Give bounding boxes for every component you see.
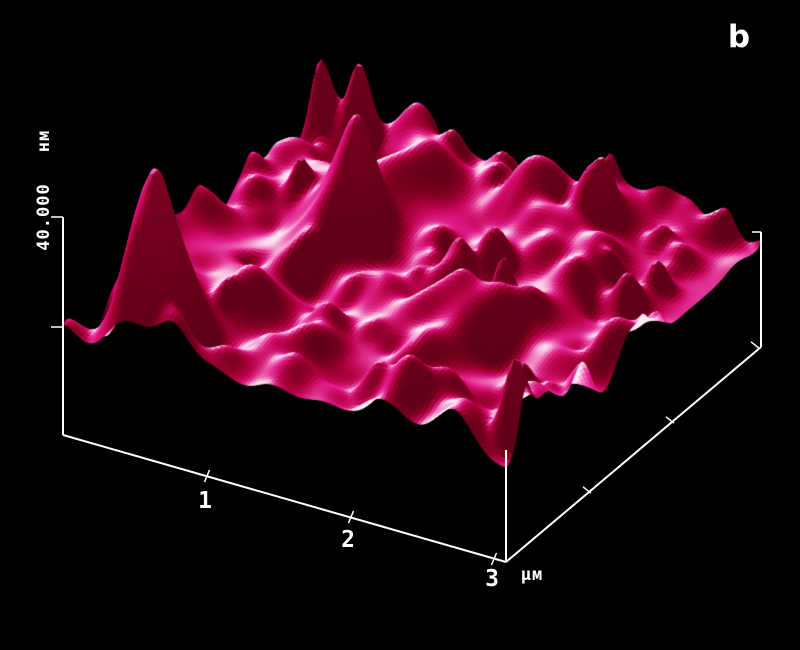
z-axis-max-tick-label: 40.000 <box>34 183 54 251</box>
panel-letter-label: b <box>727 19 751 55</box>
x-tick-label-3: 3 <box>485 566 499 592</box>
x-tick-label-1: 1 <box>198 488 212 514</box>
z-axis-unit-label: нм <box>34 129 54 153</box>
x-axis-unit-label: μм <box>520 565 544 585</box>
x-tick-label-2: 2 <box>341 527 355 553</box>
